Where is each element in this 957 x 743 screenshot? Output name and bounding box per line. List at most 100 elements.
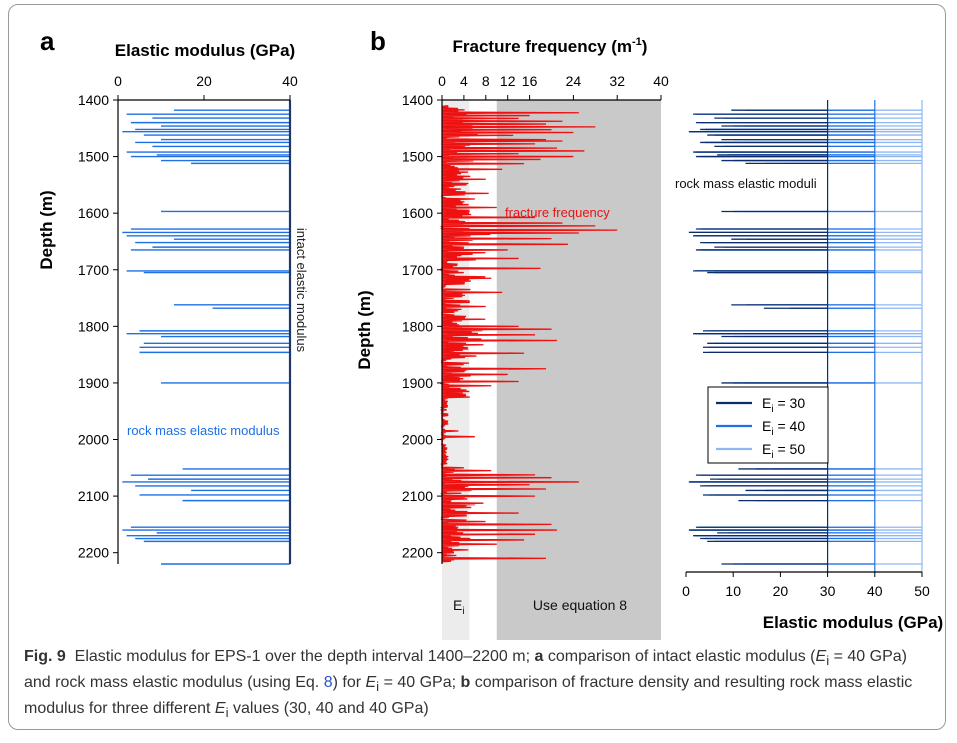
legend-label-sub: i	[771, 450, 773, 461]
panel-c-x-label: Elastic modulus (GPa)	[763, 613, 943, 632]
panel-b-x-tick-label: 32	[609, 73, 625, 89]
legend-label-sub: i	[771, 404, 773, 415]
panel-b-x-tick-label: 24	[566, 73, 582, 89]
legend-label-e: E	[762, 418, 771, 434]
panel-a-y-tick-label: 1500	[78, 149, 109, 165]
caption-label-a: a	[534, 648, 544, 665]
panel-c-x-tick-label: 20	[773, 583, 789, 599]
panel-b-label: b	[370, 26, 386, 56]
panel-c-moduli-lines	[688, 100, 923, 572]
panel-a-y-tick-label: 1600	[78, 205, 109, 221]
rock-mass-moduli-annotation: rock mass elastic moduli	[675, 176, 817, 191]
panel-b-y-tick-label: 1800	[402, 318, 433, 334]
caption-ei-2: E	[365, 674, 377, 692]
panel-a-y-tick-label: 2100	[78, 488, 109, 504]
panel-b-y-tick-label: 1600	[402, 205, 433, 221]
figure-frame	[8, 4, 946, 730]
panel-a-y-tick-label: 2000	[78, 432, 109, 448]
panel-a-y-label: Depth (m)	[37, 190, 56, 269]
caption-part3: = 40 GPa) and rock mass elastic modulus …	[24, 648, 907, 692]
legend-label: Ei = 30	[762, 395, 805, 415]
legend-label-sub: i	[771, 427, 773, 438]
panel-b-x-tick-label: 12	[500, 73, 516, 89]
panel-a-rock-mass-lines	[122, 109, 290, 565]
panel-a-x-tick-label: 0	[114, 73, 122, 89]
panel-b-y-tick-label: 2000	[402, 432, 433, 448]
ei-region-label-e: E	[453, 597, 462, 613]
panel-b-y-ticks: 1400 1500 1600 1700 1800 1900 2000 2100 2200	[402, 92, 442, 561]
equation-region	[496, 100, 661, 640]
panel-b-y-tick-label: 2200	[402, 545, 433, 561]
caption-part4: ) for	[332, 674, 366, 692]
legend-label: Ei = 50	[762, 441, 805, 461]
caption-fig-label: Fig. 9	[24, 648, 66, 665]
panel-c-x-tick-label: 30	[820, 583, 836, 599]
caption-ei-3: E	[214, 700, 226, 718]
caption-ei-sub-3: i	[225, 705, 229, 721]
legend-label-e: E	[762, 441, 771, 457]
panel-b-x-tick-label: 8	[482, 73, 490, 89]
panel-b-y-tick-label: 1500	[402, 149, 433, 165]
panel-b-title-close: )	[642, 37, 648, 56]
panel-b-y-tick-label: 2100	[402, 488, 433, 504]
caption-ei-sub-2: i	[376, 679, 380, 695]
panel-b-x-tick-label: 4	[460, 73, 468, 89]
caption-part2: comparison of intact elastic modulus (	[543, 648, 816, 665]
legend-label-value: = 30	[774, 395, 806, 411]
panel-c-x-tick-label: 50	[914, 583, 930, 599]
panel-b-title: Fracture frequency (m-1)	[453, 36, 648, 56]
panel-c-x-tick-label: 40	[867, 583, 883, 599]
panel-a-y-tick-label: 2200	[78, 545, 109, 561]
panel-b-y-tick-label: 1700	[402, 262, 433, 278]
panel-a-y-tick-label: 1900	[78, 375, 109, 391]
caption-ei-sub-1: i	[826, 653, 830, 669]
legend-label: Ei = 40	[762, 418, 805, 438]
fracture-frequency-line	[439, 105, 618, 563]
legend-label-value: = 40	[774, 418, 806, 434]
panel-c-x-ticks: 0 10 20 30 40 50	[682, 572, 930, 599]
ei-region-label-sub: i	[462, 606, 464, 617]
panel-b-title-main: Fracture frequency (m	[453, 37, 633, 56]
caption-part6: comparison of fracture density and resul…	[24, 674, 913, 718]
panel-a-x-tick-label: 40	[282, 73, 298, 89]
panel-a-title: Elastic modulus (GPa)	[115, 41, 295, 60]
panel-a-chart: Elastic modulus (GPa) 0 20 40 1400 1500 1600…	[37, 41, 309, 565]
caption-equation-link-1[interactable]: 8	[323, 674, 333, 692]
fracture-frequency-annotation: fracture frequency	[505, 205, 610, 220]
panel-b-x-tick-label: 16	[522, 73, 538, 89]
panel-a-y-ticks: 1400 1500 1600 1700 1800 1900 2000 2100 2200	[78, 92, 118, 561]
panel-a-x-ticks: 0 20 40	[114, 73, 298, 100]
panel-a-y-tick-label: 1400	[78, 92, 109, 108]
ei-region-label: Ei	[453, 597, 465, 617]
legend-label-value: = 50	[774, 441, 806, 457]
equation-region-label: Use equation 8	[533, 597, 627, 613]
panel-b-x-ticks: 0 4 8 12 16 24 32 40	[438, 73, 669, 100]
rock-mass-modulus-annotation: rock mass elastic modulus	[127, 423, 280, 438]
caption-part7: values (30, 40 and 40 GPa)	[228, 700, 429, 718]
caption-part1: Elastic modulus for EPS-1 over the depth…	[74, 648, 535, 665]
caption-ei-1: E	[815, 648, 827, 665]
panel-b-title-sup: -1	[632, 36, 642, 48]
figure-caption: Fig. 9 Elastic modulus for EPS-1 over th…	[24, 646, 929, 725]
panel-b-x-tick-label: 0	[438, 73, 446, 89]
panel-b-y-tick-label: 1900	[402, 375, 433, 391]
legend-label-e: E	[762, 395, 771, 411]
panel-c-x-tick-label: 10	[725, 583, 741, 599]
panel-b-y-label: Depth (m)	[355, 290, 374, 369]
figure-chart-area: a b Elastic modulus (GPa) 0 20 40 14001500…	[37, 26, 943, 640]
panel-a-y-tick-label: 1800	[78, 318, 109, 334]
panel-c-x-tick-label: 0	[682, 583, 690, 599]
caption-part5: = 40 GPa;	[379, 674, 461, 692]
panel-b-y-tick-label: 1400	[402, 92, 433, 108]
panel-c-chart: 0 10 20 30 40 50 Elastic modulus (GPa) rock m…	[675, 100, 943, 632]
panel-b-chart: Fracture frequency (m-1) 0 4 8 12 16 24 32 40 1…	[355, 36, 669, 640]
panel-b-x-tick-label: 40	[653, 73, 669, 89]
panel-a-x-tick-label: 20	[196, 73, 212, 89]
caption-label-b: b	[460, 674, 471, 692]
panel-a-label: a	[40, 26, 55, 56]
panel-a-y-tick-label: 1700	[78, 262, 109, 278]
intact-modulus-annotation: intact elastic modulus	[294, 228, 309, 353]
